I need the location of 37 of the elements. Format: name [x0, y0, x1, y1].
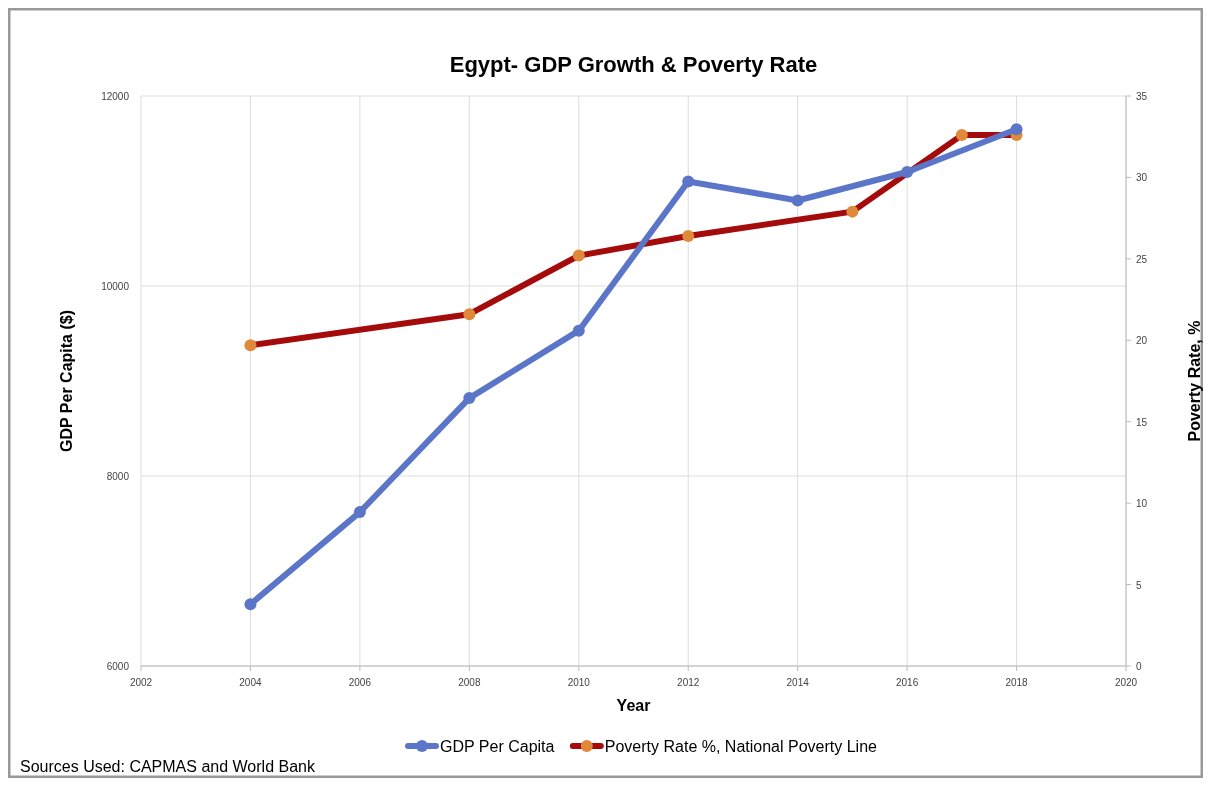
x-tick-label: 2020: [1114, 677, 1138, 688]
y2-tick-label: 0: [1136, 661, 1142, 672]
legend-label: GDP Per Capita: [440, 738, 555, 755]
x-tick-label: 2008: [458, 677, 481, 688]
point: [682, 175, 695, 188]
x-tick-label: 2014: [786, 677, 810, 688]
point: [353, 506, 366, 519]
y-tick-label: 10000: [101, 281, 130, 292]
x-tick-label: 2002: [129, 677, 153, 688]
y-tick-label: 6000: [106, 661, 130, 672]
source-note: Sources Used: CAPMAS and World Bank: [20, 758, 316, 775]
y2-tick-label: 35: [1136, 91, 1148, 102]
x-tick-label: 2018: [1005, 677, 1029, 688]
point: [901, 166, 914, 178]
x-tick-label: 2012: [677, 677, 700, 688]
point: [791, 194, 804, 207]
y2-axis-title: Poverty Rate, %: [1186, 320, 1203, 442]
y2-tick-label: 30: [1136, 172, 1148, 184]
y2-tick-label: 20: [1136, 335, 1148, 347]
x-tick-label: 2016: [895, 677, 919, 688]
y2-tick-label: 5: [1136, 579, 1142, 591]
y-tick-label: 12000: [101, 91, 130, 102]
y-axis-title: GDP Per Capita ($): [58, 310, 75, 452]
x-tick-label: 2010: [567, 677, 591, 688]
point: [244, 598, 257, 611]
y-tick-label: 8000: [106, 471, 130, 482]
x-tick-label: 2004: [239, 677, 262, 688]
x-axis-title: Year: [616, 697, 651, 714]
legend-label: Poverty Rate %, National Poverty Line: [604, 738, 878, 755]
x-tick-label: 2006: [348, 677, 372, 688]
y2-tick-label: 15: [1136, 416, 1148, 428]
point: [463, 392, 476, 405]
y2-tick-label: 25: [1136, 253, 1148, 265]
y2-tick-label: 10: [1136, 498, 1148, 510]
point: [1010, 123, 1023, 136]
chart-title: Egypt- GDP Growth & Poverty Rate: [449, 52, 818, 77]
point: [572, 324, 585, 337]
